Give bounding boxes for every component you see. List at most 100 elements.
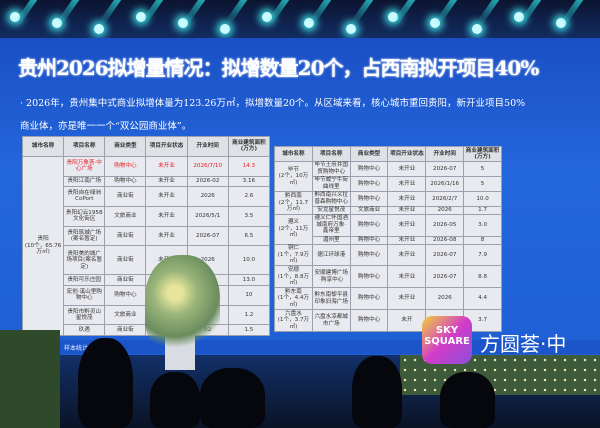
table-row: 遵义 (2个，11万㎡) 遵义仁怀国酒城南府万象·鑫帝里 购物中心 未开业 2026-0… — [274, 213, 502, 245]
table-cell: 毕节 (2个，10万㎡) — [274, 160, 313, 192]
table-cell: 玖遇 — [63, 324, 106, 336]
table-cell: 2026/1/16 — [425, 175, 465, 192]
table-cell: 黔西南 (2个，11.7万㎡) — [274, 190, 313, 215]
table-row: 贵阳幻云1958文化街区 文旅商业 未开业 2026/5/1 3.5 — [23, 205, 271, 227]
table-cell: 购物中心 — [349, 287, 389, 311]
table-cell: 10 — [227, 284, 271, 306]
table-cell: 商业街 — [104, 245, 147, 276]
table-row: 湄州里 购物中心 未开业 2026-08 8 — [275, 235, 502, 245]
table-cell: 开业时间 — [425, 146, 465, 162]
table-cell: 贵阳自在绿洲CoPort — [63, 186, 106, 207]
table-cell: 2026-05 — [425, 213, 465, 237]
stage-light — [388, 12, 398, 22]
table-cell: 未开 — [387, 309, 427, 332]
table-cell: 未开业 — [145, 155, 188, 177]
table-cell: 安龙星悦茂 — [311, 205, 351, 215]
table-cell: 文旅商业 — [104, 205, 147, 227]
table-cell: 10.0 — [227, 245, 271, 276]
table-cell: 2026 — [425, 287, 465, 311]
table-cell: 购物中心 — [349, 265, 389, 289]
table-cell: 贵阳万象荟·中心广场 — [63, 155, 106, 177]
table-row: 贵阳 (10个，65.76万㎡) 贵阳万象荟·中心广场 购物中心 未开业 2026/7/… — [21, 155, 271, 337]
table-cell: 文旅商业 — [349, 205, 389, 215]
table-cell: 商业街 — [104, 225, 147, 247]
table-cell: 1.2 — [227, 304, 271, 326]
table-cell: 未开业 — [387, 175, 427, 192]
table-cell: 8.8 — [463, 265, 502, 289]
table-cell: 未开业 — [145, 205, 188, 227]
table-cell: 黔东南黎平县印象旧海广场 — [311, 287, 351, 311]
table-cell: 贵阳市黔灵山星悦茂 — [63, 304, 106, 326]
audience-head — [150, 372, 200, 428]
table-cell: 商业类型 — [349, 146, 389, 162]
table-cell: 4.4 — [463, 287, 502, 311]
table-cell: 购物中心 — [349, 235, 389, 245]
stage-light — [514, 12, 524, 22]
table-cell: 2026/7/10 — [186, 155, 229, 177]
table-cell: 六盘水凉都城市广场 — [311, 309, 351, 332]
table-cell: 六盘水 (1个，3.7万㎡) — [274, 309, 313, 332]
table-cell: 2026 — [186, 186, 229, 207]
table-cell: 2026-08 — [425, 235, 465, 245]
table-cell: 黔西南兴义拉普森购物中心 — [311, 190, 351, 207]
table-cell: 德江环球港 — [311, 243, 351, 267]
table-cell: 项目开业状态 — [387, 146, 427, 162]
flower-bouquet — [145, 255, 220, 350]
stage-lights — [0, 0, 600, 45]
table-cell: 城市名称 — [274, 146, 313, 162]
table-cell: 2026/5/1 — [186, 205, 229, 227]
table-cell: 未开业 — [387, 213, 427, 237]
table-cell: 3.0 — [463, 213, 502, 237]
table-cell: 未开业 — [387, 243, 427, 267]
table-cell: 商业街 — [104, 186, 147, 207]
table-cell: 10.0 — [463, 190, 502, 207]
table-cell: 14.3 — [227, 155, 271, 177]
table-cell: 商业建筑面积(万方) — [463, 146, 502, 162]
light-beam — [98, 0, 126, 27]
table-row: 毕节 (2个，10万㎡) 毕节王府井国贸购物中心 购物中心 未开业 2026-07 5 — [274, 160, 502, 192]
table-cell: 购物中心 — [349, 309, 389, 332]
table-row: 铜仁 (1个，7.9万㎡) 德江环球港 购物中心 未开业 2026-07 7.9 — [274, 243, 502, 267]
table-cell: 未开业 — [387, 205, 427, 215]
light-beam — [560, 0, 588, 27]
table-cell: 毕节王府井国贸购物中心 — [311, 160, 351, 177]
table-cell: 未开业 — [387, 287, 427, 311]
light-beam — [182, 0, 210, 27]
stage-light — [262, 12, 272, 22]
audience-head — [440, 372, 495, 428]
light-beam — [350, 0, 378, 27]
table-cell: 购物中心 — [349, 190, 389, 207]
table-cell: 2026/2/7 — [425, 190, 465, 207]
stage-light — [94, 24, 104, 34]
table-cell: 项目开业状态 — [145, 136, 188, 157]
table-cell: 商业街 — [104, 324, 147, 336]
table-cell: 2026 — [425, 205, 465, 215]
table-cell: 贵阳筑城广场(案名暂定) — [63, 225, 106, 247]
table-cell: 黔东南 (1个，4.4万㎡) — [274, 287, 313, 311]
light-beam — [56, 0, 84, 27]
table-cell: 铜仁 (1个，7.9万㎡) — [274, 243, 313, 267]
table-cell: 7.9 — [463, 243, 502, 267]
stage-light — [136, 12, 146, 22]
table-cell: 商业街 — [104, 274, 147, 286]
table-cell: 开业时间 — [186, 136, 229, 157]
table-cell: 2026-07 — [186, 225, 229, 247]
table-cell: 1.5 — [227, 324, 271, 336]
stage-light — [220, 24, 230, 34]
table-cell: 购物中心 — [104, 175, 147, 188]
table-cell: 商业类型 — [104, 136, 147, 157]
table-cell: 5 — [463, 160, 502, 177]
light-beam — [308, 0, 336, 27]
other-cities-projects-table: 城市名称 项目名称 商业类型 项目开业状态 开业时间 商业建筑面积(万方) 毕节 (2个，1… — [274, 146, 502, 332]
table-row: 黔西南 (2个，11.7万㎡) 黔西南兴义拉普森购物中心 购物中心 未开业 2026/2… — [274, 190, 502, 215]
table-cell: 3.5 — [227, 205, 271, 227]
slide-text-line1: · 2026年，贵州集中式商业拟增体量为123.26万㎡，拟增数量20个。从区域… — [20, 98, 526, 109]
table-row: 毕节威宁牛街曲线里 购物中心 未开业 2026/1/16 5 — [275, 175, 502, 192]
table-cell: 8 — [463, 235, 502, 245]
table-cell: 遵义仁怀国酒城南府万象·鑫帝里 — [311, 213, 351, 237]
table-row: 贵阳筑城广场(案名暂定) 商业街 未开业 2026-07 6.5 — [23, 225, 271, 247]
table-cell: 贵阳江南广场 — [63, 175, 106, 188]
table-cell: 未开业 — [387, 160, 427, 177]
table-cell: 5 — [463, 175, 502, 192]
table-cell: 购物中心 — [104, 155, 147, 177]
